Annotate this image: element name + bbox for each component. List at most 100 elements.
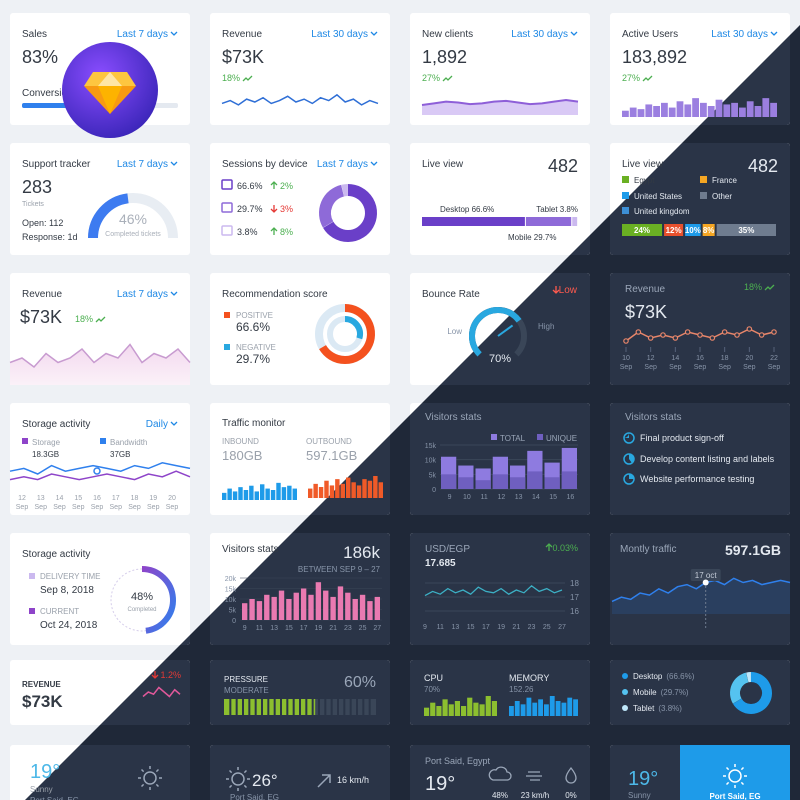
label: Sunny (628, 791, 651, 800)
line (421, 98, 579, 106)
range-selector[interactable]: Last 7 days (317, 159, 368, 170)
label: 18% (222, 73, 240, 83)
label: Port Said, Egypt (425, 756, 491, 766)
label: 15k (425, 443, 437, 450)
label: Sep (620, 364, 633, 371)
label: MEMORY (509, 673, 549, 683)
bar (373, 476, 378, 498)
label: 19° (628, 768, 658, 790)
label: 10% (685, 226, 701, 235)
ring (319, 304, 375, 364)
label: 12 (18, 495, 26, 502)
bar (653, 106, 660, 117)
bar (629, 107, 637, 117)
bar (293, 592, 299, 620)
label: United States (634, 192, 682, 201)
label: Tablet 3.8% (536, 205, 578, 214)
label: 13 (270, 625, 278, 632)
label: 15 (74, 495, 82, 502)
ring (141, 566, 176, 634)
label: NEGATIVE (236, 343, 276, 352)
bar (287, 485, 292, 500)
legend-swatch (100, 438, 106, 444)
dot (709, 335, 716, 341)
dot (758, 332, 765, 338)
label: BETWEEN SEP 9 – 27 (298, 565, 381, 574)
card (210, 143, 390, 255)
dot (660, 332, 666, 338)
bar (276, 482, 281, 500)
label: 29.7% (236, 352, 270, 366)
bar (448, 704, 454, 716)
label: Sessions by device (222, 159, 308, 170)
label: Sep (166, 504, 179, 511)
range-selector[interactable]: Last 7 days (117, 29, 168, 40)
label: Revenue (625, 284, 665, 295)
label: 20 (168, 495, 176, 502)
range-selector[interactable]: Last 30 days (711, 29, 768, 40)
bar (544, 704, 549, 716)
dot (635, 329, 642, 335)
label: 180GB (222, 448, 262, 463)
bar (561, 702, 567, 716)
range-selector[interactable]: Last 30 days (511, 29, 568, 40)
bar (485, 696, 491, 716)
trend-arrow (442, 75, 453, 82)
label: Tickets (22, 201, 44, 208)
bar (473, 702, 479, 716)
label: Port Said, EG (709, 792, 760, 800)
label: 70% (489, 353, 511, 365)
bar (668, 107, 676, 117)
label: 35% (738, 226, 754, 235)
label: 0% (565, 791, 577, 800)
bar (232, 491, 238, 500)
label: 597.1GB (725, 542, 781, 558)
weather-panel (680, 745, 790, 800)
bar (746, 101, 754, 117)
share-segment (572, 217, 578, 226)
bar (264, 594, 270, 620)
label: 186k (343, 543, 380, 562)
label: Sep 8, 2018 (40, 585, 94, 596)
range-selector[interactable]: Daily (146, 419, 168, 430)
label: Final product sign-off (640, 433, 724, 443)
range-selector[interactable]: Last 7 days (117, 159, 168, 170)
label: (3.8%) (658, 704, 682, 713)
bar (308, 594, 314, 620)
label: 27% (622, 73, 640, 83)
trend-arrow (242, 75, 253, 82)
label: 60% (344, 674, 376, 691)
bar (256, 601, 263, 620)
sun-ray (243, 769, 248, 774)
label: Live view (422, 159, 464, 170)
chevron (170, 31, 178, 36)
gauge-fill (88, 193, 129, 239)
arrow (270, 227, 278, 235)
bar (352, 599, 358, 620)
range-selector[interactable]: Last 7 days (117, 289, 168, 300)
label: Completed (127, 607, 156, 613)
label: 24% (634, 226, 650, 235)
bar (707, 106, 715, 117)
sun-ray (155, 768, 160, 773)
label: Sep (147, 504, 160, 511)
label: 66.6% (236, 320, 270, 334)
bar (458, 477, 474, 489)
label: 5k (429, 472, 437, 479)
sun-ray (140, 768, 145, 773)
label: USD/EGP (425, 544, 470, 555)
range-selector[interactable]: Last 30 days (311, 29, 368, 40)
legend-swatch (700, 176, 707, 183)
bar (243, 490, 249, 500)
card (410, 13, 590, 125)
label: 0 (232, 618, 236, 625)
label: Open: 112 (22, 218, 63, 228)
bar (555, 701, 561, 716)
bar (514, 701, 520, 716)
bar (249, 599, 255, 620)
gauge-fill (224, 699, 316, 715)
bar (424, 707, 430, 716)
label: High (538, 322, 554, 331)
label: 20k (225, 576, 237, 583)
marker-box (690, 569, 721, 581)
